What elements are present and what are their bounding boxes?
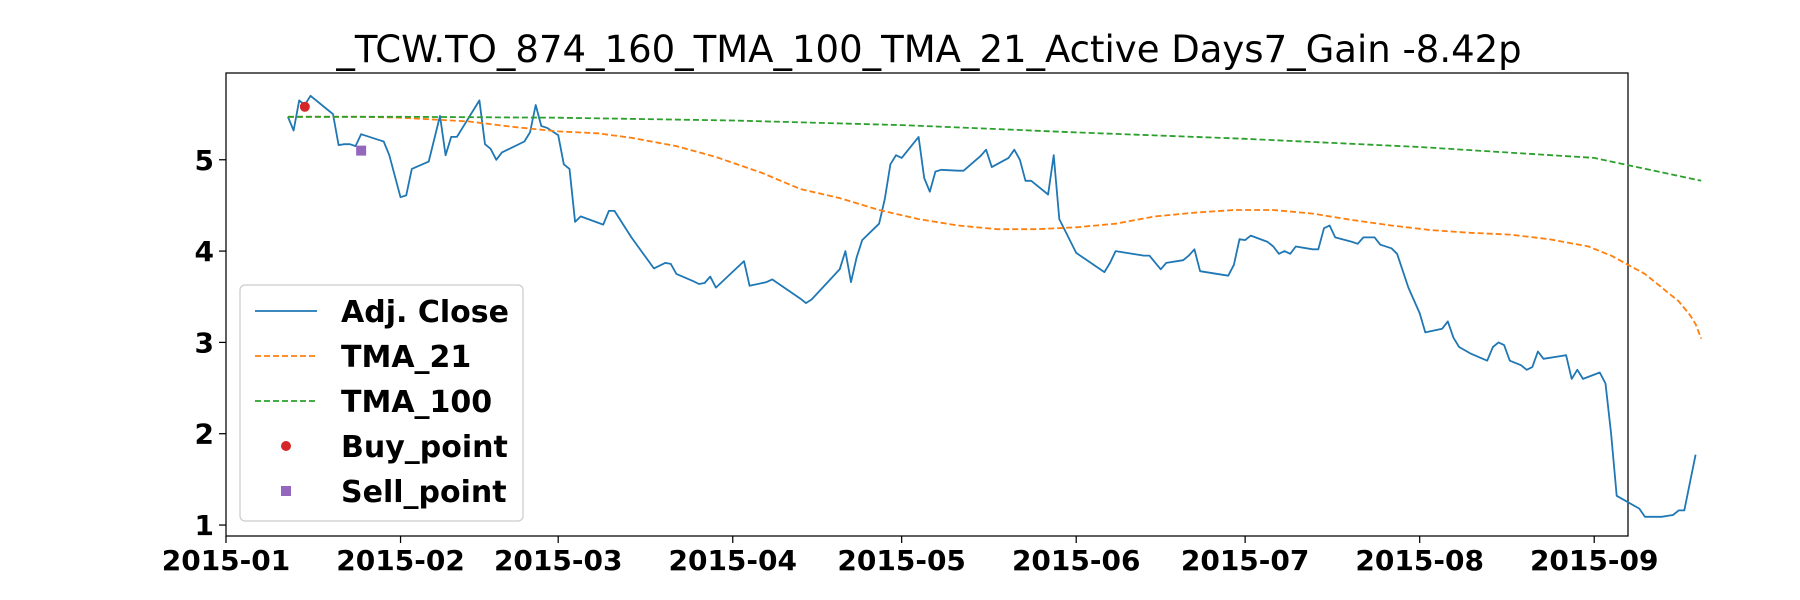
legend-buy-point-swatch xyxy=(281,441,291,451)
y-tick-label: 3 xyxy=(195,326,214,359)
legend-sell-point-swatch xyxy=(281,486,291,496)
y-tick-label: 2 xyxy=(195,418,214,451)
x-tick-label: 2015-04 xyxy=(668,544,797,577)
legend-sell-point-label: Sell_point xyxy=(341,475,507,510)
y-tick-label: 5 xyxy=(195,144,214,177)
x-tick-label: 2015-05 xyxy=(837,544,966,577)
tma-100-line xyxy=(287,115,1702,182)
legend-adj-close-label: Adj. Close xyxy=(341,295,509,330)
buy-point-marker xyxy=(299,101,310,112)
legend-frame xyxy=(239,284,524,522)
legend-tma-21-label: TMA_21 xyxy=(341,340,471,375)
legend-tma-100-label: TMA_100 xyxy=(341,385,492,420)
x-tick-label: 2015-02 xyxy=(336,544,465,577)
tma-21-line xyxy=(287,115,1703,340)
x-tick-label: 2015-09 xyxy=(1530,544,1659,577)
x-tick-label: 2015-07 xyxy=(1181,544,1310,577)
y-axis: 1 2 3 4 5 xyxy=(195,144,226,542)
y-tick-label: 4 xyxy=(195,235,214,268)
x-tick-label: 2015-06 xyxy=(1012,544,1141,577)
chart-title: _TCW.TO_874_160_TMA_100_TMA_21_Active Da… xyxy=(335,28,1521,71)
legend: Adj. Close TMA_21 TMA_100 Buy_point Sell_poi… xyxy=(239,284,524,522)
adj-close-line xyxy=(287,94,1697,518)
y-tick-label: 1 xyxy=(195,509,214,542)
marker-layer xyxy=(299,101,367,156)
x-tick-label: 2015-01 xyxy=(162,544,291,577)
legend-buy-point-label: Buy_point xyxy=(341,430,508,465)
sell-point-marker xyxy=(356,145,367,156)
x-tick-label: 2015-03 xyxy=(494,544,623,577)
x-axis: 2015-01 2015-02 2015-03 2015-04 2015-05 2015-… xyxy=(162,536,1659,577)
x-tick-label: 2015-08 xyxy=(1355,544,1484,577)
series-layer xyxy=(287,94,1703,518)
